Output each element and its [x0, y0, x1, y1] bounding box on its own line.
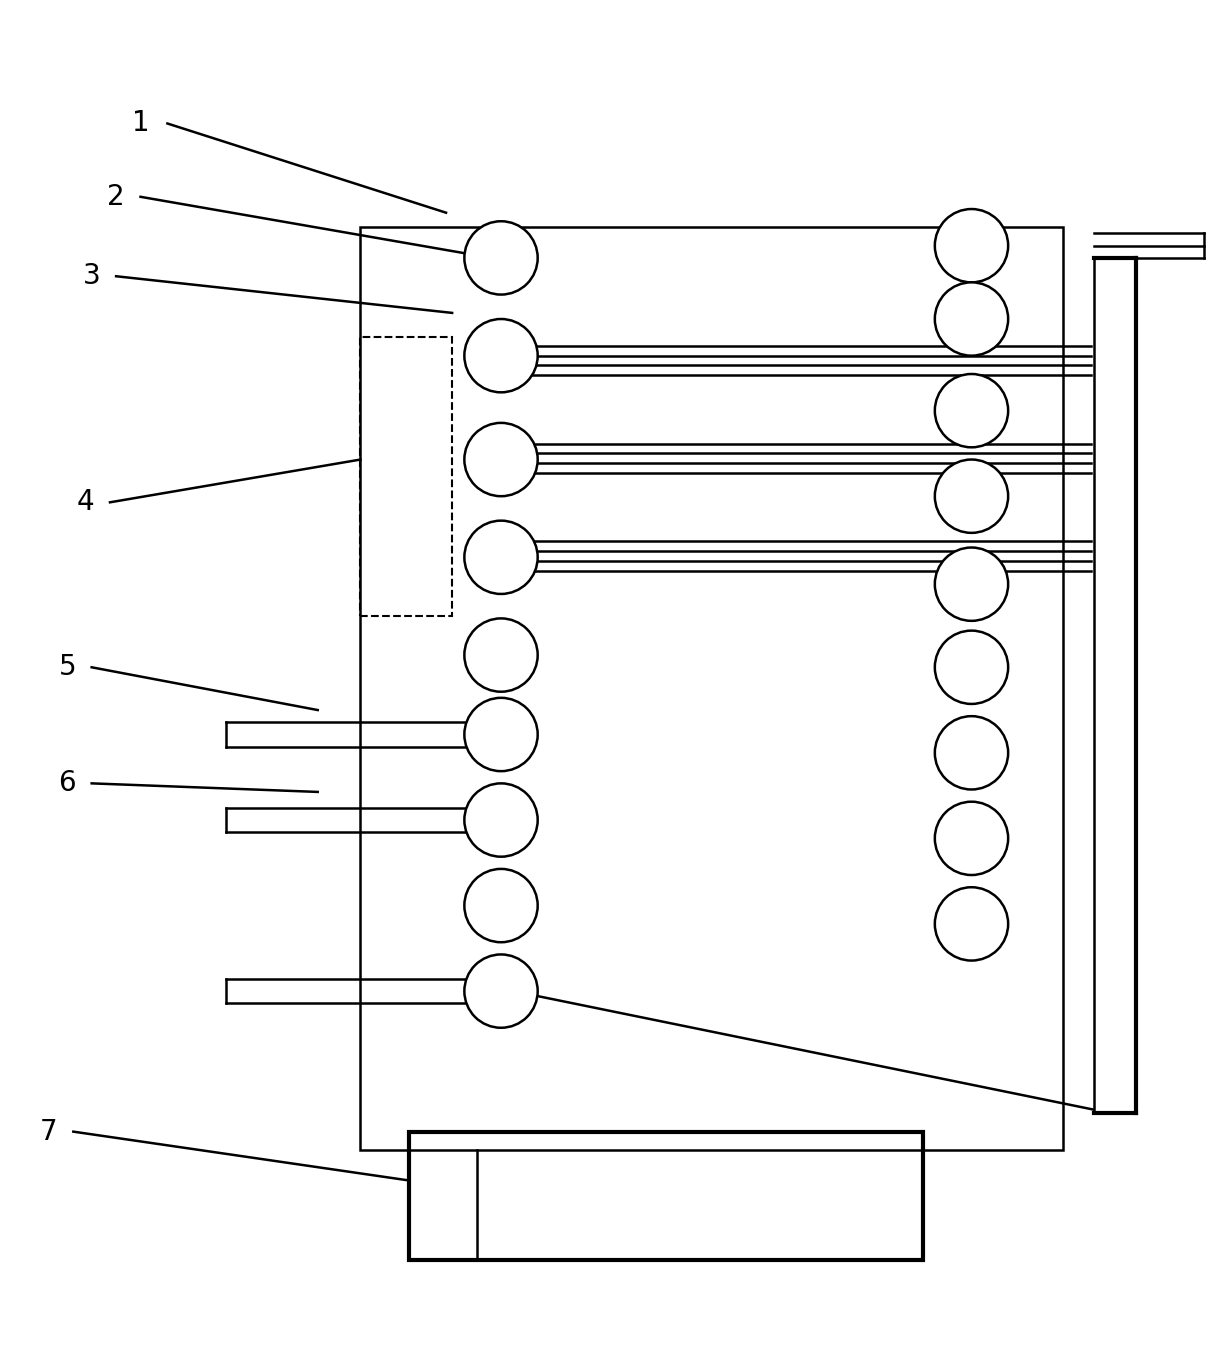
Circle shape	[935, 283, 1008, 356]
Text: 1: 1	[132, 110, 149, 137]
Circle shape	[935, 631, 1008, 704]
Circle shape	[464, 954, 538, 1027]
Circle shape	[935, 374, 1008, 447]
Bar	[409, 1132, 923, 1260]
Bar	[360, 227, 1063, 1150]
Text: 3: 3	[83, 262, 100, 291]
Bar	[360, 337, 452, 616]
Circle shape	[935, 548, 1008, 621]
Circle shape	[464, 319, 538, 393]
Circle shape	[935, 887, 1008, 961]
Text: 7: 7	[40, 1117, 57, 1146]
Circle shape	[935, 802, 1008, 875]
Text: 6: 6	[59, 769, 76, 798]
Circle shape	[464, 423, 538, 496]
Circle shape	[935, 459, 1008, 533]
Text: 4: 4	[77, 488, 94, 516]
Circle shape	[464, 618, 538, 692]
Circle shape	[464, 868, 538, 942]
Text: 2: 2	[108, 183, 125, 211]
Text: 5: 5	[59, 654, 76, 681]
Circle shape	[464, 783, 538, 856]
Circle shape	[464, 697, 538, 771]
Circle shape	[935, 209, 1008, 283]
Circle shape	[464, 222, 538, 295]
Circle shape	[935, 716, 1008, 790]
Circle shape	[464, 520, 538, 594]
